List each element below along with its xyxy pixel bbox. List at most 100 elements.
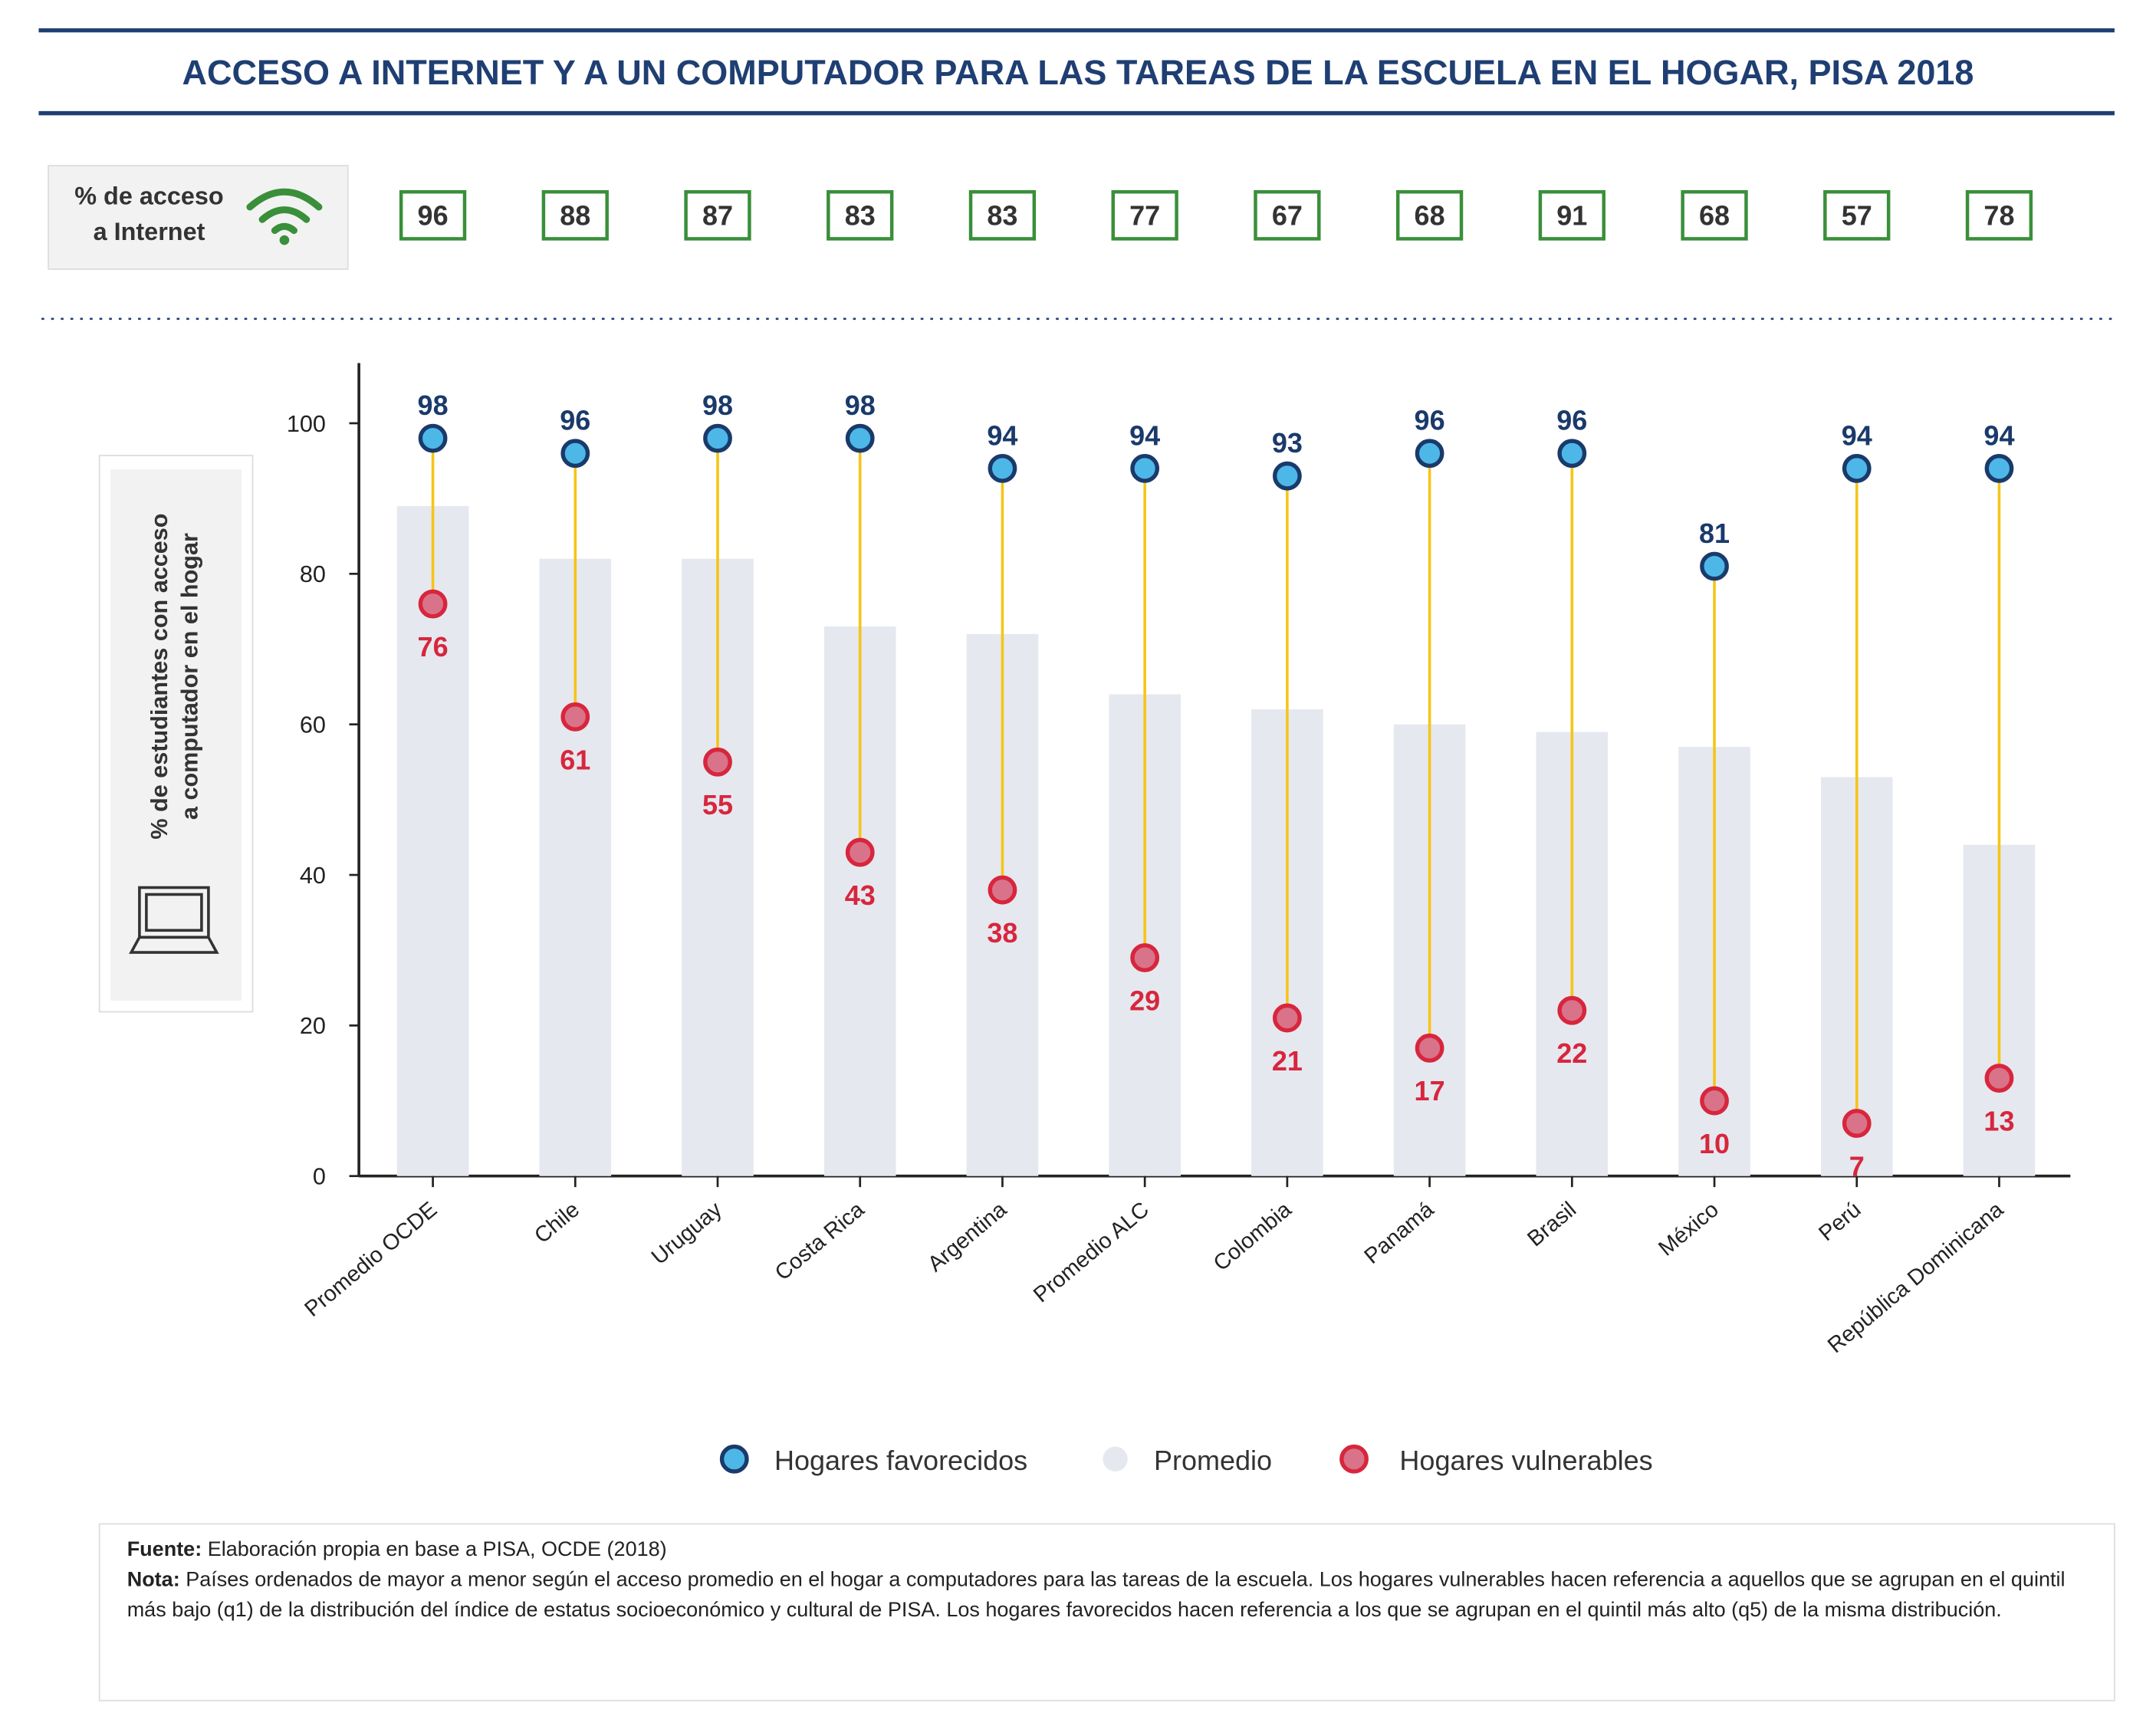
favored-label: 96	[1556, 405, 1587, 436]
favored-label: 96	[1415, 405, 1445, 436]
internet-value: 91	[1556, 199, 1587, 231]
legend-marker	[1103, 1446, 1128, 1471]
vulnerable-dot	[1700, 1086, 1729, 1116]
x-tick-label: México	[1654, 1197, 1723, 1261]
source: Elaboración propia en base a PISA, OCDE …	[207, 1537, 667, 1561]
vulnerable-label: 21	[1272, 1045, 1303, 1077]
vulnerable-label: 29	[1129, 985, 1160, 1016]
y-tick-label: 100	[287, 411, 326, 437]
internet-box	[827, 189, 894, 241]
x-tick-label: Uruguay	[647, 1197, 727, 1270]
favored-label: 98	[418, 390, 449, 421]
vulnerable-label: 43	[845, 880, 876, 911]
y-label-box	[110, 469, 242, 1001]
note: Países ordenados de mayor a menor según …	[127, 1567, 2066, 1623]
favored-dot	[1700, 551, 1729, 581]
vulnerable-dot	[1984, 1064, 2014, 1093]
vulnerable-label: 10	[1699, 1128, 1730, 1159]
vulnerable-dot	[560, 702, 590, 732]
vulnerable-label: 55	[702, 789, 733, 820]
internet-value: 78	[1983, 199, 2014, 231]
internet-box	[541, 189, 609, 241]
y-tick-label: 60	[300, 712, 326, 738]
favored-label: 94	[987, 419, 1017, 451]
vulnerable-label: 22	[1556, 1037, 1587, 1069]
internet-value: 77	[1129, 199, 1160, 231]
favored-dot	[845, 423, 875, 453]
internet-box	[1254, 189, 1321, 241]
favored-dot	[1272, 461, 1302, 491]
favored-dot	[1557, 439, 1587, 469]
vulnerable-label: 13	[1983, 1106, 2014, 1137]
x-tick-label: Chile	[530, 1197, 584, 1248]
y-axis-label: % de estudiantes con acceso	[146, 514, 173, 840]
internet-box	[1681, 189, 1748, 241]
favored-dot	[560, 439, 590, 469]
y-tick-label: 20	[300, 1013, 326, 1039]
vulnerable-dot	[418, 589, 448, 619]
internet-value: 83	[845, 199, 876, 231]
x-tick-label: Perú	[1814, 1197, 1865, 1246]
x-tick-label: Panamá	[1360, 1197, 1439, 1269]
footer-box	[98, 1523, 2115, 1701]
vulnerable-dot	[988, 875, 1017, 905]
vulnerable-dot	[1272, 1003, 1302, 1033]
favored-label: 96	[560, 405, 590, 436]
internet-box	[1538, 189, 1605, 241]
legend-label: Hogares vulnerables	[1399, 1445, 1652, 1476]
internet-box	[968, 189, 1037, 241]
favored-label: 93	[1272, 427, 1303, 459]
internet-box	[1395, 189, 1464, 241]
internet-box	[1111, 189, 1178, 241]
favored-label: 98	[845, 390, 876, 421]
favored-dot	[703, 423, 732, 453]
vulnerable-dot	[1842, 1109, 1872, 1138]
vulnerable-dot	[1415, 1033, 1444, 1063]
internet-label: % de acceso	[74, 182, 223, 209]
source-line: Fuente: Elaboración propia en base a PIS…	[127, 1535, 2087, 1566]
x-tick-label: Brasil	[1523, 1197, 1581, 1251]
vulnerable-dot	[703, 747, 732, 777]
wifi-icon	[246, 188, 323, 235]
internet-value: 96	[418, 199, 449, 231]
vulnerable-label: 17	[1415, 1075, 1445, 1106]
footer: Fuente: Elaboración propia en base a PIS…	[127, 1535, 2087, 1623]
legend-marker	[719, 1444, 749, 1474]
y-tick-label: 0	[313, 1164, 326, 1190]
internet-value: 67	[1272, 199, 1303, 231]
legend-marker	[1339, 1444, 1369, 1474]
internet-box	[1823, 189, 1891, 241]
internet-label: a Internet	[94, 218, 205, 245]
internet-value: 88	[560, 199, 590, 231]
favored-dot	[1130, 453, 1160, 483]
vulnerable-label: 38	[987, 917, 1017, 949]
favored-dot	[1842, 453, 1872, 483]
x-tick-label: Promedio OCDE	[300, 1197, 442, 1321]
y-axis-label: a computador en el hogar	[176, 533, 202, 820]
chart-title: ACCESO A INTERNET Y A UN COMPUTADOR PARA…	[182, 53, 1974, 92]
legend-label: Hogares favorecidos	[774, 1445, 1027, 1476]
x-tick-label: Colombia	[1209, 1197, 1297, 1276]
x-tick-label: Promedio ALC	[1029, 1197, 1154, 1307]
favored-label: 94	[1129, 419, 1160, 451]
vulnerable-dot	[1557, 995, 1587, 1025]
internet-box	[684, 189, 751, 241]
legend-label: Promedio	[1154, 1445, 1272, 1476]
x-tick-label: Costa Rica	[771, 1197, 869, 1286]
vulnerable-label: 61	[560, 744, 590, 775]
internet-box	[1965, 189, 2033, 241]
vulnerable-label: 76	[418, 631, 449, 663]
favored-label: 94	[1842, 419, 1872, 451]
internet-value: 68	[1415, 199, 1445, 231]
x-tick-label: Argentina	[923, 1197, 1012, 1277]
favored-dot	[1984, 453, 2014, 483]
source-label: Fuente:	[127, 1537, 202, 1561]
internet-value: 83	[987, 199, 1017, 231]
note-label: Nota:	[127, 1567, 180, 1592]
favored-label: 94	[1983, 419, 2014, 451]
internet-box	[399, 189, 467, 241]
favored-dot	[1415, 439, 1444, 469]
favored-label: 81	[1699, 518, 1730, 549]
vulnerable-dot	[845, 837, 875, 867]
